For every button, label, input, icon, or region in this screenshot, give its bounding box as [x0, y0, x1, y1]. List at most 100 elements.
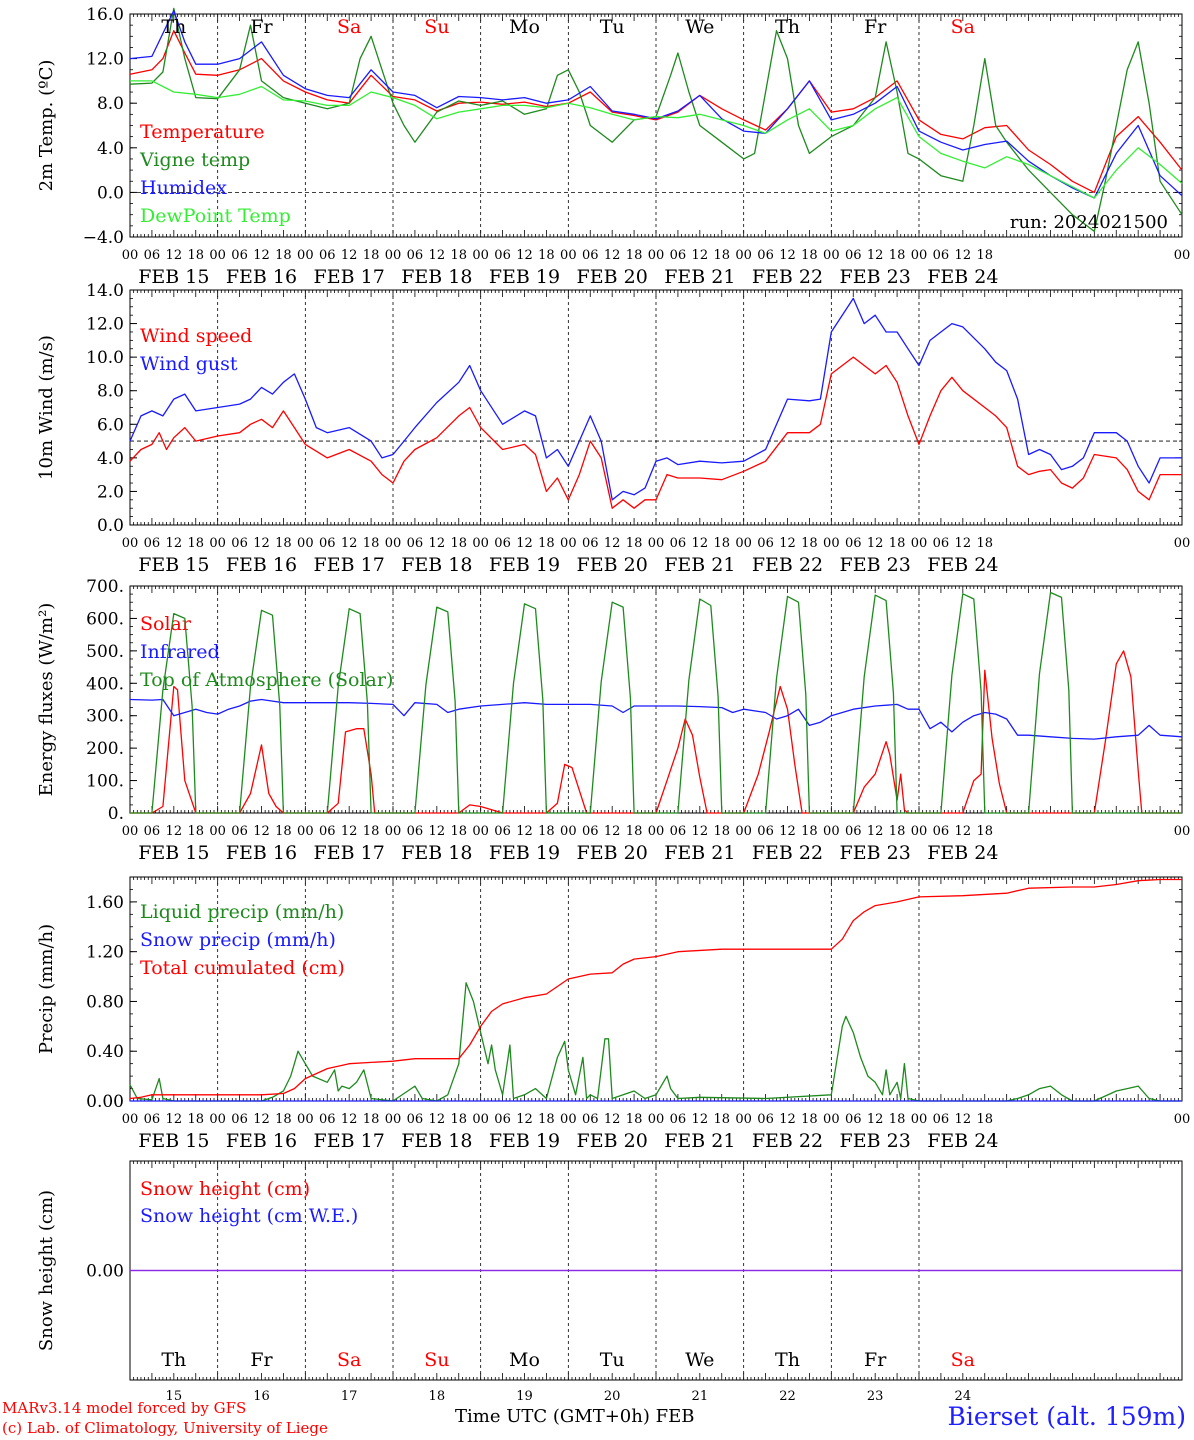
precip-hour-tick-label: 12	[341, 1112, 358, 1127]
day-number-label: 18	[429, 1389, 446, 1404]
snow-legend-entry: Snow height (cm W.E.)	[140, 1205, 358, 1227]
precip-y-axis-label: Precip (mm/h)	[36, 924, 57, 1054]
wind-hour-tick-label: 00	[560, 536, 577, 551]
precip-hour-tick-label: 06	[933, 1112, 950, 1127]
wind-date-label: FEB 16	[226, 554, 297, 576]
precip-hour-tick-label: 00	[823, 1112, 840, 1127]
day-number-label: 19	[516, 1389, 533, 1404]
wind-hour-tick-label: 06	[319, 536, 336, 551]
temperature-hour-tick-label: 00	[297, 248, 314, 263]
precip-hour-tick-label: 18	[801, 1112, 818, 1127]
wind-date-label: FEB 15	[138, 554, 209, 576]
wind-date-label: FEB 18	[401, 554, 472, 576]
energy-series-line-1	[129, 698, 1183, 740]
wind-y-axis-label: 10m Wind (m/s)	[36, 335, 57, 480]
wind-hour-tick-label: 00	[209, 536, 226, 551]
energy-hour-tick-label: 00	[911, 824, 928, 839]
weekday-label-bottom: Th	[161, 1349, 186, 1371]
precip-hour-tick-label: 06	[582, 1112, 599, 1127]
energy-hour-tick-label: 00	[1174, 824, 1191, 839]
wind-hour-tick-label: 12	[779, 536, 796, 551]
precip-hour-tick-label: 12	[604, 1112, 621, 1127]
energy-hour-tick-label: 18	[889, 824, 906, 839]
day-number-label: 15	[166, 1389, 183, 1404]
temperature-hour-tick-label: 18	[275, 248, 292, 263]
wind-hour-tick-label: 06	[933, 536, 950, 551]
precip-hour-tick-label: 00	[1174, 1112, 1191, 1127]
precip-date-label: FEB 22	[752, 1130, 823, 1152]
weekday-label-top: Th	[775, 16, 800, 38]
temperature-hour-tick-label: 00	[911, 248, 928, 263]
energy-y-tick-label: 700.	[86, 577, 124, 597]
precip-y-tick-label: 0.80	[86, 992, 124, 1012]
energy-y-tick-label: 400.	[86, 674, 124, 694]
precip-hour-tick-label: 12	[253, 1112, 270, 1127]
day-number-label: 23	[867, 1389, 884, 1404]
wind-hour-tick-label: 12	[604, 536, 621, 551]
weekday-label-top: Fr	[864, 16, 887, 38]
wind-hour-tick-label: 06	[494, 536, 511, 551]
temperature-hour-tick-label: 12	[253, 248, 270, 263]
precip-hour-tick-label: 00	[911, 1112, 928, 1127]
wind-series-line-0	[129, 356, 1182, 509]
wind-series-line-1	[129, 297, 1182, 501]
energy-hour-tick-label: 18	[538, 824, 555, 839]
wind-hour-tick-label: 18	[801, 536, 818, 551]
temperature-legend-entry: Humidex	[140, 177, 227, 199]
wind-hour-tick-label: 18	[450, 536, 467, 551]
run-label: run: 2024021500	[1010, 212, 1168, 233]
weekday-label-bottom: Th	[775, 1349, 800, 1371]
energy-series-line-2	[130, 591, 1182, 814]
precip-date-label: FEB 18	[401, 1130, 472, 1152]
temperature-hour-tick-label: 06	[407, 248, 424, 263]
energy-hour-tick-label: 06	[144, 824, 161, 839]
temperature-hour-tick-label: 12	[779, 248, 796, 263]
temperature-date-label: FEB 18	[401, 266, 472, 288]
precip-hour-tick-label: 18	[275, 1112, 292, 1127]
precip-hour-tick-label: 12	[867, 1112, 884, 1127]
temperature-hour-tick-label: 06	[845, 248, 862, 263]
precip-hour-tick-label: 12	[692, 1112, 709, 1127]
day-number-label: 16	[253, 1389, 270, 1404]
precip-y-tick-label: 1.60	[86, 893, 124, 913]
temperature-hour-tick-label: 00	[735, 248, 752, 263]
temperature-hour-tick-label: 00	[122, 248, 139, 263]
weekday-label-top: Mo	[509, 16, 540, 38]
wind-y-tick-label: 12.0	[86, 315, 124, 335]
weekday-label-bottom: Sa	[337, 1349, 361, 1371]
temperature-hour-tick-label: 12	[166, 248, 183, 263]
precip-hour-tick-label: 00	[472, 1112, 489, 1127]
wind-legend-entry: Wind speed	[140, 325, 252, 347]
wind-hour-tick-label: 00	[472, 536, 489, 551]
wind-hour-tick-label: 12	[341, 536, 358, 551]
temperature-date-label: FEB 24	[927, 266, 998, 288]
temperature-y-tick-label: 4.0	[97, 139, 124, 159]
wind-hour-tick-label: 00	[735, 536, 752, 551]
wind-hour-tick-label: 00	[122, 536, 139, 551]
precip-date-label: FEB 24	[927, 1130, 998, 1152]
temperature-hour-tick-label: 18	[187, 248, 204, 263]
wind-date-label: FEB 21	[664, 554, 735, 576]
precip-hour-tick-label: 18	[626, 1112, 643, 1127]
temperature-hour-tick-label: 06	[757, 248, 774, 263]
precip-hour-tick-label: 06	[494, 1112, 511, 1127]
precip-y-tick-label: 0.40	[86, 1042, 124, 1062]
wind-hour-tick-label: 12	[429, 536, 446, 551]
wind-date-label: FEB 19	[489, 554, 560, 576]
energy-hour-tick-label: 00	[560, 824, 577, 839]
energy-y-tick-label: 0.	[108, 804, 124, 824]
energy-hour-tick-label: 12	[604, 824, 621, 839]
day-number-label: 24	[955, 1389, 972, 1404]
energy-date-label: FEB 15	[138, 842, 209, 864]
weekday-label-top: Sa	[951, 16, 975, 38]
energy-hour-tick-label: 18	[626, 824, 643, 839]
energy-legend-entry: Infrared	[140, 641, 220, 663]
precip-hour-tick-label: 06	[319, 1112, 336, 1127]
energy-date-label: FEB 21	[664, 842, 735, 864]
model-credit-line-1: MARv3.14 model forced by GFS	[2, 1399, 247, 1417]
temperature-hour-tick-label: 00	[560, 248, 577, 263]
precip-hour-tick-label: 12	[166, 1112, 183, 1127]
wind-hour-tick-label: 00	[648, 536, 665, 551]
precip-hour-tick-label: 12	[516, 1112, 533, 1127]
